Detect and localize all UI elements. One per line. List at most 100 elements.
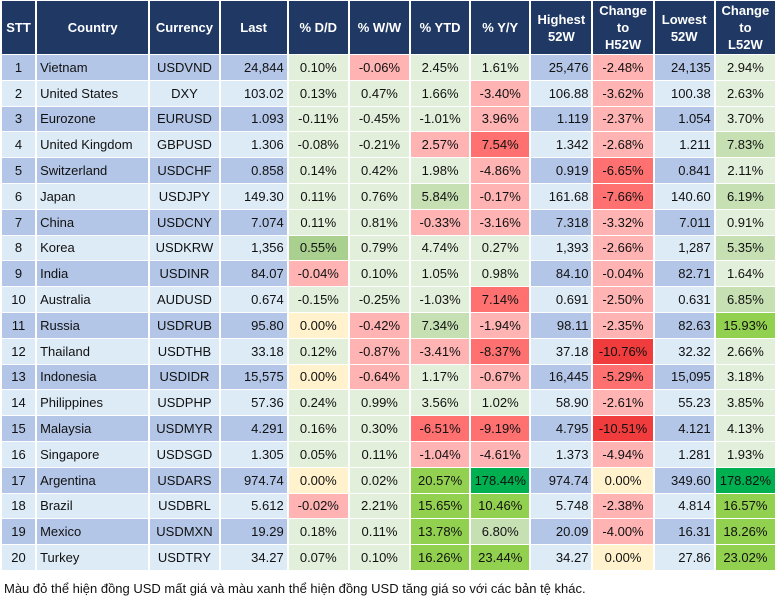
cell-ch: -6.65% xyxy=(593,158,653,183)
header-stt: STT xyxy=(2,1,36,54)
cell-currency: USDVND xyxy=(150,55,219,80)
cell-yy: 6.80% xyxy=(471,519,530,545)
header-high-l1: Highest xyxy=(537,11,586,27)
cell-stt: 14 xyxy=(2,390,36,416)
cell-stt: 17 xyxy=(2,467,36,493)
cell-high: 34.27 xyxy=(531,545,592,570)
cell-last: 149.30 xyxy=(220,183,287,209)
cell-stt: 5 xyxy=(2,158,36,183)
cell-cl: 1.93% xyxy=(715,441,775,467)
cell-ytd: 1.05% xyxy=(411,261,470,287)
cell-cl: 2.11% xyxy=(715,158,775,183)
cell-currency: USDKRW xyxy=(150,235,219,261)
cell-ww: 0.76% xyxy=(349,183,410,209)
cell-cl: 178.82% xyxy=(715,467,775,493)
cell-cl: 5.35% xyxy=(715,235,775,261)
cell-ytd: 2.57% xyxy=(411,132,470,158)
cell-last: 7.074 xyxy=(220,209,287,235)
cell-ytd: 16.26% xyxy=(411,545,470,570)
cell-currency: USDMYR xyxy=(150,416,219,441)
cell-ch: -2.35% xyxy=(593,312,653,338)
cell-ch: 0.00% xyxy=(593,467,653,493)
cell-yy: 0.98% xyxy=(471,261,530,287)
cell-stt: 16 xyxy=(2,441,36,467)
table-row: 15 Malaysia USDMYR 4.291 0.16% 0.30% -6.51% -9.… xyxy=(2,416,775,441)
cell-ch: -2.37% xyxy=(593,106,653,132)
table-row: 2 United States DXY 103.02 0.13% 0.47% 1.66% -3… xyxy=(2,80,775,106)
cell-currency: GBPUSD xyxy=(150,132,219,158)
cell-ytd: 13.78% xyxy=(411,519,470,545)
cell-country: Argentina xyxy=(37,467,149,493)
cell-last: 0.674 xyxy=(220,287,287,312)
cell-low: 82.71 xyxy=(654,261,714,287)
cell-cl: 6.85% xyxy=(715,287,775,312)
header-cl-l3: L52W xyxy=(728,37,763,52)
cell-high: 20.09 xyxy=(531,519,592,545)
cell-last: 95.80 xyxy=(220,312,287,338)
header-low-l1: Lowest xyxy=(661,11,707,27)
cell-ww: 0.99% xyxy=(349,390,410,416)
cell-low: 32.32 xyxy=(654,338,714,364)
cell-yy: 23.44% xyxy=(471,545,530,570)
cell-high: 974.74 xyxy=(531,467,592,493)
cell-high: 1,393 xyxy=(531,235,592,261)
cell-high: 1.119 xyxy=(531,106,592,132)
cell-country: United States xyxy=(37,80,149,106)
cell-country: Singapore xyxy=(37,441,149,467)
cell-yy: 7.14% xyxy=(471,287,530,312)
cell-last: 33.18 xyxy=(220,338,287,364)
cell-stt: 4 xyxy=(2,132,36,158)
cell-dd: -0.04% xyxy=(288,261,348,287)
cell-yy: -3.40% xyxy=(471,80,530,106)
cell-ww: -0.45% xyxy=(349,106,410,132)
cell-dd: 0.14% xyxy=(288,158,348,183)
cell-ww: -0.42% xyxy=(349,312,410,338)
cell-high: 106.88 xyxy=(531,80,592,106)
cell-ww: 0.11% xyxy=(349,441,410,467)
cell-last: 15,575 xyxy=(220,364,287,390)
cell-stt: 10 xyxy=(2,287,36,312)
cell-cl: 4.13% xyxy=(715,416,775,441)
header-ch-l1: Change xyxy=(599,3,647,18)
cell-high: 0.919 xyxy=(531,158,592,183)
cell-ytd: 1.98% xyxy=(411,158,470,183)
cell-last: 4.291 xyxy=(220,416,287,441)
cell-last: 1.093 xyxy=(220,106,287,132)
table-row: 10 Australia AUDUSD 0.674 -0.15% -0.25% -1.03%… xyxy=(2,287,775,312)
cell-high: 37.18 xyxy=(531,338,592,364)
cell-cl: 3.70% xyxy=(715,106,775,132)
cell-ytd: -6.51% xyxy=(411,416,470,441)
header-cl-l1: Change xyxy=(721,3,770,18)
cell-cl: 1.64% xyxy=(715,261,775,287)
cell-cl: 2.66% xyxy=(715,338,775,364)
cell-ww: -0.21% xyxy=(349,132,410,158)
table-row: 9 India USDINR 84.07 -0.04% 0.10% 1.05% 0.98% 84… xyxy=(2,261,775,287)
cell-ch: -2.50% xyxy=(593,287,653,312)
cell-stt: 7 xyxy=(2,209,36,235)
cell-ytd: 15.65% xyxy=(411,493,470,519)
cell-ww: 2.21% xyxy=(349,493,410,519)
header-change-high: Change to H52W xyxy=(593,1,653,54)
cell-currency: DXY xyxy=(150,80,219,106)
cell-dd: -0.11% xyxy=(288,106,348,132)
cell-ytd: 1.66% xyxy=(411,80,470,106)
cell-dd: -0.02% xyxy=(288,493,348,519)
cell-yy: -9.19% xyxy=(471,416,530,441)
header-cl-l2: to xyxy=(739,20,752,35)
cell-currency: USDIDR xyxy=(150,364,219,390)
cell-stt: 11 xyxy=(2,312,36,338)
cell-ww: 0.81% xyxy=(349,209,410,235)
cell-high: 161.68 xyxy=(531,183,592,209)
cell-high: 7.318 xyxy=(531,209,592,235)
cell-currency: USDPHP xyxy=(150,390,219,416)
header-low: Lowest 52W xyxy=(654,1,714,54)
header-dd: % D/D xyxy=(288,1,348,54)
cell-yy: 178.44% xyxy=(471,467,530,493)
cell-low: 7.011 xyxy=(654,209,714,235)
cell-dd: -0.15% xyxy=(288,287,348,312)
footnote: Màu đỏ thể hiện đồng USD mất giá và màu … xyxy=(4,581,586,596)
cell-stt: 13 xyxy=(2,364,36,390)
table-row: 4 United Kingdom GBPUSD 1.306 -0.08% -0.21% 2.… xyxy=(2,132,775,158)
table-row: 5 Switzerland USDCHF 0.858 0.14% 0.42% 1.98% -4… xyxy=(2,158,775,183)
cell-low: 16.31 xyxy=(654,519,714,545)
